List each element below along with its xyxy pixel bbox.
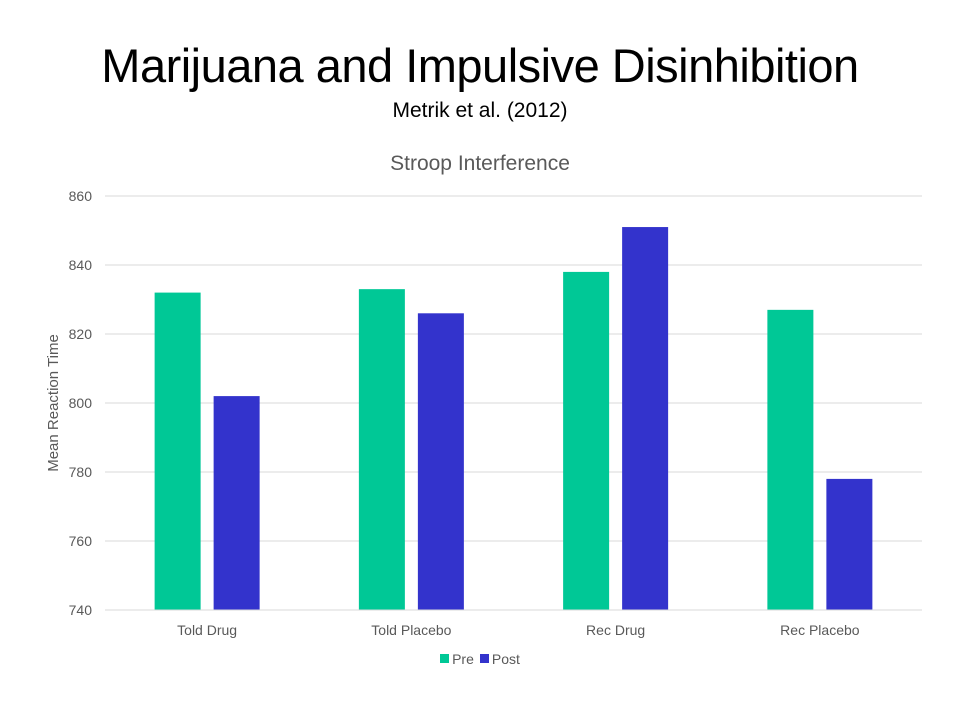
legend-swatch: [479, 654, 489, 663]
x-category-label: Rec Placebo: [780, 622, 860, 638]
y-axis-ticks: 740 760 780 800 820 840 860: [69, 188, 93, 618]
bar-pre-told-placebo: [358, 289, 405, 610]
y-tick-label: 820: [69, 326, 93, 342]
legend: Pre Post: [0, 650, 960, 667]
y-tick-label: 860: [69, 188, 93, 204]
y-tick-label: 760: [69, 533, 93, 549]
y-axis-label: Mean Reaction Time: [45, 334, 62, 472]
y-tick-label: 780: [69, 464, 93, 480]
legend-label: Pre: [452, 650, 474, 667]
legend-item-post: Post: [479, 650, 520, 667]
x-category-label: Told Drug: [177, 622, 237, 638]
y-tick-label: 840: [69, 257, 93, 273]
bar-post-rec-drug: [622, 227, 669, 611]
slide-subtitle: Metrik et al. (2012): [392, 99, 568, 122]
x-category-label: Rec Drug: [586, 622, 645, 638]
legend-item-pre: Pre: [440, 651, 474, 667]
y-tick-label: 800: [69, 395, 93, 411]
bar-post-rec-placebo: [826, 478, 873, 610]
x-category-label: Told Placebo: [371, 622, 451, 638]
bar-post-told-placebo: [417, 313, 464, 610]
bars: [105, 227, 922, 611]
bar-post-told-drug: [213, 396, 260, 610]
slide-title: Marijuana and Impulsive Disinhibition: [101, 39, 859, 92]
legend-swatch: [440, 654, 450, 663]
y-tick-label: 740: [69, 602, 93, 618]
chart-title: Stroop Interference: [390, 152, 570, 175]
x-axis-categories: Told Drug Told Placebo Rec Drug Rec Placebo: [177, 622, 860, 638]
bar-pre-rec-drug: [563, 271, 610, 610]
bar-pre-told-drug: [154, 292, 201, 610]
legend-label: Post: [491, 650, 520, 667]
bar-pre-rec-placebo: [767, 309, 814, 610]
